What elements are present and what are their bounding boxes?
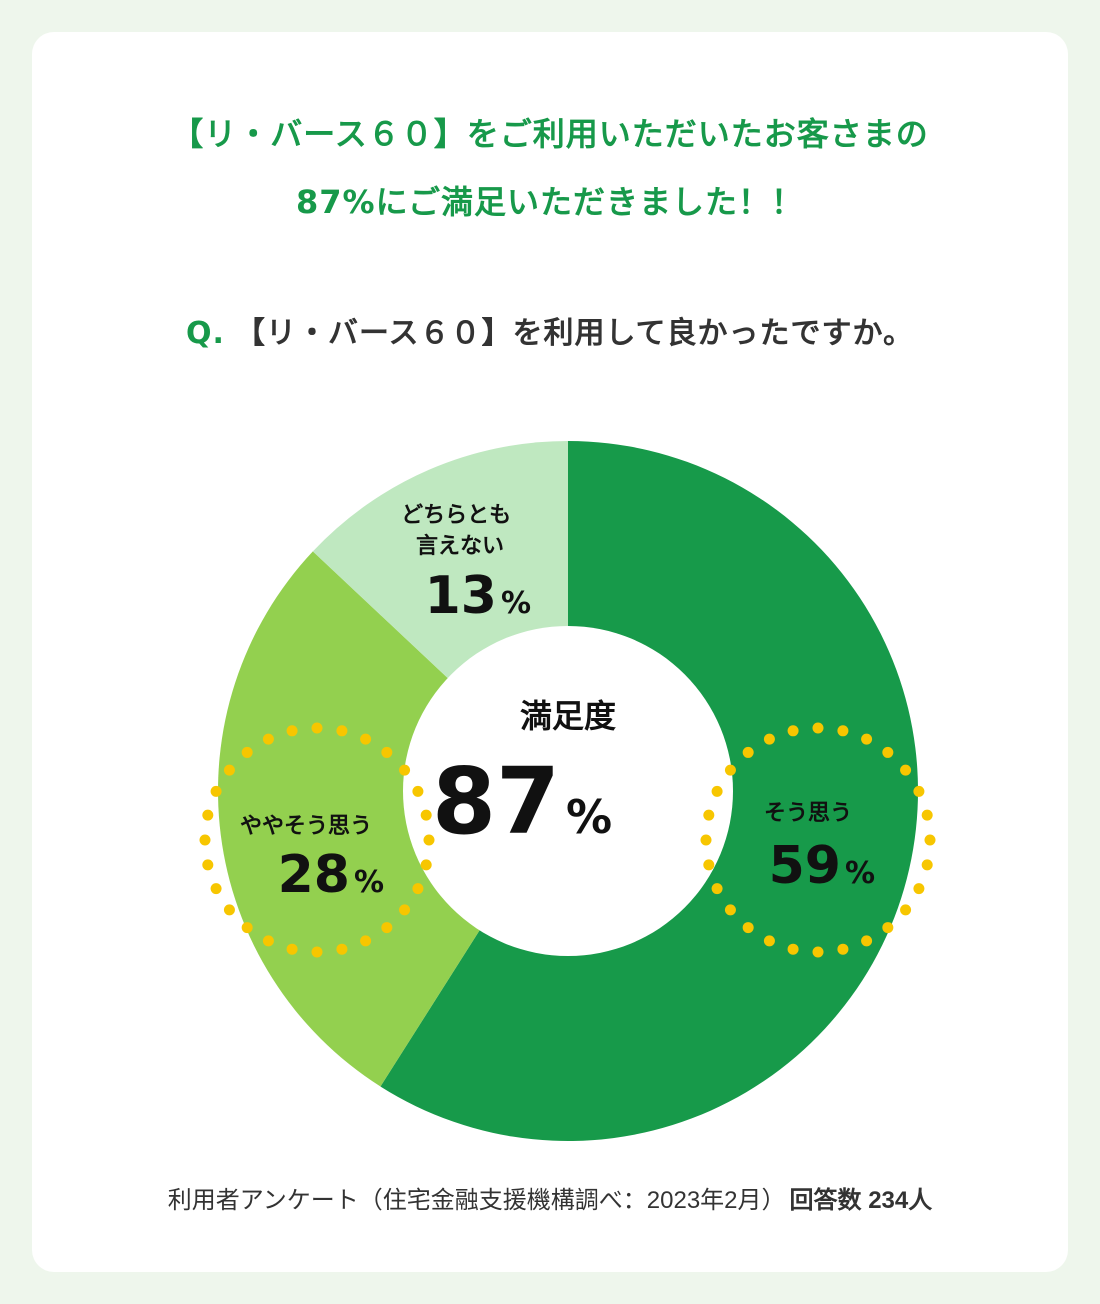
highlight-dot [223, 764, 235, 776]
highlight-dot [286, 725, 298, 737]
highlight-dot [724, 904, 736, 916]
slice-unit-somewhat: % [354, 865, 384, 900]
highlight-dot [399, 764, 411, 776]
highlight-dot [262, 935, 274, 947]
survey-footer: 利用者アンケート（住宅金融支援機構調べ：2023年2月） 回答数 234人 [0, 1180, 1100, 1215]
highlight-dot [202, 859, 214, 871]
slice-unit-agree: % [845, 856, 875, 891]
highlight-dot [861, 733, 873, 745]
highlight-dot [837, 943, 849, 955]
highlight-dot [763, 935, 775, 947]
highlight-dot [423, 834, 435, 846]
highlight-dot [412, 785, 424, 797]
highlight-dot [381, 746, 393, 758]
highlight-dot [412, 883, 424, 895]
highlight-dot [210, 785, 222, 797]
highlight-dot [742, 922, 754, 934]
highlight-dot [223, 904, 235, 916]
highlight-dot [921, 809, 933, 821]
highlight-dot [399, 904, 411, 916]
slice-unit-neutral: % [501, 586, 531, 621]
highlight-dot [262, 733, 274, 745]
highlight-dot [787, 943, 799, 955]
slice-label-agree: そう思う [764, 801, 852, 826]
highlight-dot [812, 722, 824, 734]
highlight-dot [311, 722, 323, 734]
highlight-dot [787, 725, 799, 737]
center-unit: % [566, 790, 612, 844]
slice-label-neutral: どちらとも 言えない [401, 503, 519, 559]
highlight-dot [420, 809, 432, 821]
highlight-dot [882, 746, 894, 758]
highlight-dot [311, 946, 323, 958]
slice-value-neutral: 13 [425, 566, 497, 626]
slice-label-neutral-line-2: 言えない [416, 533, 504, 559]
highlight-dot [711, 785, 723, 797]
highlight-dot [241, 922, 253, 934]
headline-line-1: 【リ・バース６０】をご利用いただいたお客さまの [171, 115, 929, 153]
slice-label-neutral-line-1: どちらとも [401, 503, 511, 528]
highlight-ring-somewhat [199, 722, 435, 958]
highlight-dot [913, 883, 925, 895]
highlight-dot [900, 764, 912, 776]
highlight-dot [202, 809, 214, 821]
respondent-count: 回答数 234人 [789, 1187, 933, 1214]
slice-value-agree: 59 [769, 836, 841, 896]
highlight-dot [763, 733, 775, 745]
highlight-ring-agree [700, 722, 936, 958]
highlight-dot [199, 834, 211, 846]
highlight-dot [336, 943, 348, 955]
highlight-dot [286, 943, 298, 955]
highlight-dot [921, 859, 933, 871]
highlight-dot [861, 935, 873, 947]
highlight-dot [724, 764, 736, 776]
question-text: 【リ・バース６０】を利用して良かったですか。 [234, 316, 914, 351]
highlight-dot [913, 785, 925, 797]
highlight-dot [700, 834, 712, 846]
survey-source: 利用者アンケート（住宅金融支援機構調べ：2023年2月） [167, 1187, 786, 1214]
highlight-dot [381, 922, 393, 934]
highlight-dot [360, 935, 372, 947]
slice-label-somewhat: ややそう思う [240, 814, 372, 839]
highlight-dot [812, 946, 824, 958]
highlight-dot [703, 859, 715, 871]
highlight-dot [924, 834, 936, 846]
headline-line-2: 87%にご満足いただきました！！ [296, 183, 804, 221]
highlight-dot [360, 733, 372, 745]
highlight-dot [210, 883, 222, 895]
highlight-dot [336, 725, 348, 737]
center-value: 87 [432, 748, 560, 855]
center-label: 満足度 [520, 697, 616, 735]
highlight-dot [900, 904, 912, 916]
highlight-dot [742, 746, 754, 758]
slice-somewhat [218, 551, 568, 1087]
highlight-dot [241, 746, 253, 758]
slice-value-somewhat: 28 [278, 845, 350, 905]
highlight-dot [703, 809, 715, 821]
question-prefix: Q. [186, 316, 225, 351]
donut-hole [403, 626, 733, 956]
question: Q. 【リ・バース６０】を利用して良かったですか。 [0, 308, 1100, 352]
highlight-dot [420, 859, 432, 871]
highlight-dot [882, 922, 894, 934]
highlight-dot [837, 725, 849, 737]
highlight-dot [711, 883, 723, 895]
